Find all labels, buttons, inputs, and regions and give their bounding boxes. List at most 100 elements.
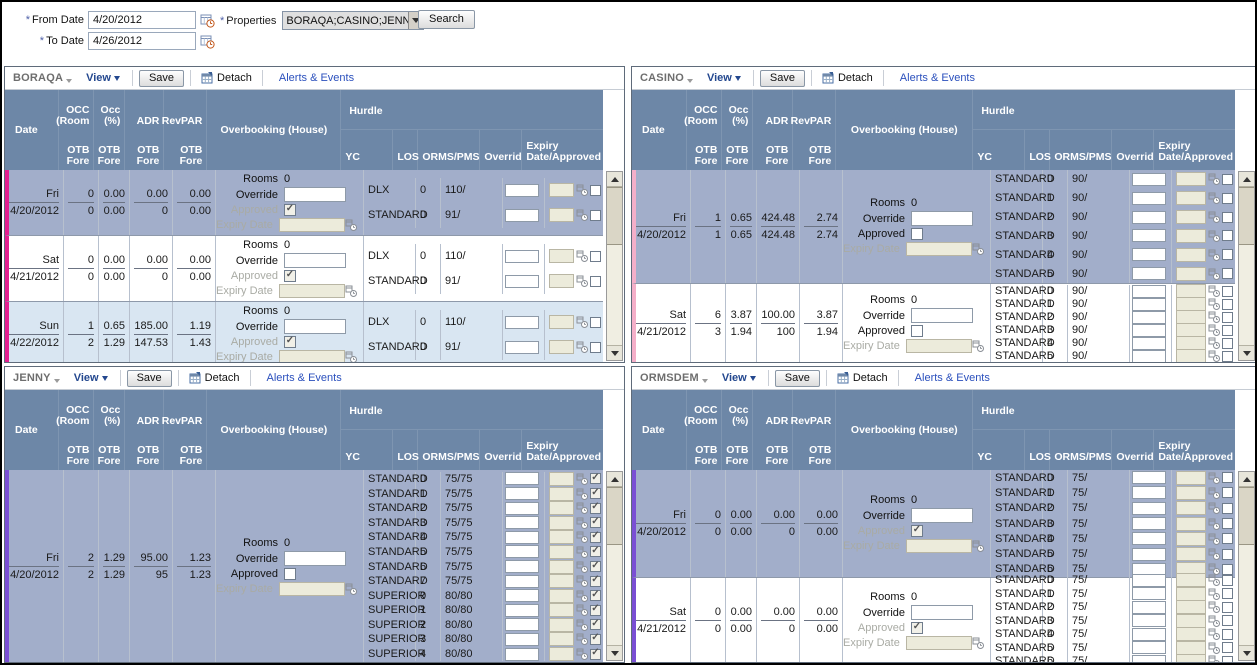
hurdle-approved-checkbox[interactable] [590, 590, 601, 602]
select-date-icon[interactable] [1208, 518, 1220, 530]
select-date-icon[interactable] [576, 341, 588, 353]
view-menu-button[interactable]: View [74, 372, 108, 384]
hurdle-override-input[interactable] [505, 530, 539, 544]
override-input[interactable] [284, 253, 346, 268]
hurdle-override-input[interactable] [1132, 587, 1166, 600]
override-input[interactable] [284, 319, 346, 334]
hurdle-override-input[interactable] [505, 632, 539, 646]
scroll-up-button[interactable] [607, 172, 622, 187]
column-header-hurdle[interactable]: Hurdle [973, 390, 1235, 430]
panel-title[interactable]: JENNY [13, 372, 51, 384]
hurdle-approved-checkbox[interactable] [1222, 285, 1233, 297]
panel-title[interactable]: ORMSDEM [640, 372, 699, 384]
hurdle-approved-checkbox[interactable] [1222, 311, 1233, 323]
select-date-icon[interactable] [1208, 628, 1220, 640]
detach-button[interactable]: Detach [197, 71, 256, 85]
hurdle-override-input[interactable] [1132, 297, 1166, 311]
hurdle-approved-checkbox[interactable] [590, 604, 601, 616]
hurdle-override-input[interactable] [1132, 501, 1166, 515]
select-date-icon[interactable] [1208, 472, 1220, 484]
hurdle-override-input[interactable] [1132, 191, 1166, 205]
hurdle-approved-checkbox[interactable] [1222, 533, 1233, 545]
hurdle-override-input[interactable] [505, 603, 539, 617]
hurdle-override-input[interactable] [1132, 517, 1166, 530]
select-date-icon[interactable] [576, 184, 588, 196]
column-header-occ-room[interactable]: OCC (Room OTB Fore [684, 390, 723, 470]
select-date-icon[interactable] [576, 275, 588, 287]
column-header-overbooking[interactable]: Overbooking (House) [207, 390, 342, 470]
column-header-override[interactable]: Overrid [480, 130, 523, 170]
column-header-occ-room[interactable]: OCC (Room OTB Fore [56, 390, 95, 470]
hurdle-approved-checkbox[interactable] [1222, 268, 1233, 280]
column-header-adr[interactable]: ADR OTB Fore [753, 90, 794, 170]
column-header-override[interactable]: Overrid [1112, 130, 1155, 170]
hurdle-approved-checkbox[interactable] [1222, 487, 1233, 499]
hurdle-override-input[interactable] [1132, 210, 1166, 224]
column-header-occ-pct[interactable]: Occ (%) OTB Fore [94, 390, 126, 470]
hurdle-approved-checkbox[interactable] [590, 531, 601, 543]
hurdle-override-input[interactable] [1132, 547, 1166, 561]
scroll-down-button[interactable] [1239, 645, 1254, 660]
panel-menu-chevron-icon[interactable] [701, 379, 708, 383]
override-input[interactable] [911, 508, 973, 523]
hurdle-approved-checkbox[interactable] [1222, 472, 1233, 484]
scroll-up-button[interactable] [607, 472, 622, 487]
panel-menu-chevron-icon[interactable] [686, 79, 693, 83]
hurdle-approved-checkbox[interactable] [590, 619, 601, 631]
select-date-icon[interactable] [576, 590, 588, 602]
select-date-icon[interactable] [1208, 192, 1220, 205]
hurdle-approved-checkbox[interactable] [590, 275, 601, 287]
scroll-down-button[interactable] [607, 645, 622, 660]
select-date-icon[interactable] [576, 473, 588, 485]
hurdle-override-input[interactable] [1132, 349, 1166, 362]
hurdle-override-input[interactable] [1132, 471, 1166, 485]
search-button[interactable]: Search [418, 10, 475, 29]
to-date-picker-icon[interactable] [200, 34, 215, 49]
alerts-events-link[interactable]: Alerts & Events [899, 72, 975, 84]
select-date-icon[interactable] [1208, 502, 1220, 515]
hurdle-override-input[interactable] [1132, 641, 1166, 654]
select-date-icon[interactable] [972, 243, 984, 255]
hurdle-approved-checkbox[interactable] [590, 473, 601, 485]
select-date-icon[interactable] [576, 633, 588, 646]
column-header-hurdle[interactable]: Hurdle [973, 90, 1235, 130]
save-button[interactable]: Save [126, 369, 172, 387]
hurdle-override-input[interactable] [505, 574, 539, 588]
from-date-picker-icon[interactable] [200, 13, 215, 28]
hurdle-approved-checkbox[interactable] [1222, 502, 1233, 514]
hurdle-override-input[interactable] [1132, 600, 1166, 614]
scrollbar-thumb[interactable] [1239, 187, 1254, 245]
hurdle-approved-checkbox[interactable] [1222, 563, 1233, 575]
hurdle-approved-checkbox[interactable] [590, 633, 601, 645]
hurdle-approved-checkbox[interactable] [1222, 173, 1233, 185]
select-date-icon[interactable] [576, 561, 588, 573]
hurdle-override-input[interactable] [1132, 532, 1166, 546]
select-date-icon[interactable] [972, 540, 984, 552]
hurdle-override-input[interactable] [505, 618, 539, 632]
select-date-icon[interactable] [1208, 337, 1220, 349]
hurdle-approved-checkbox[interactable] [590, 546, 601, 558]
override-input[interactable] [911, 308, 973, 323]
hurdle-override-input[interactable] [505, 249, 539, 263]
hurdle-override-input[interactable] [505, 501, 539, 515]
column-header-adr[interactable]: ADR OTB Fore [125, 90, 165, 170]
alerts-events-link[interactable]: Alerts & Events [278, 72, 355, 84]
column-header-los[interactable]: LOS [1025, 430, 1051, 470]
select-date-icon[interactable] [345, 351, 357, 363]
select-date-icon[interactable] [1208, 533, 1220, 545]
view-menu-button[interactable]: View [722, 372, 756, 384]
column-header-override[interactable]: Overrid [480, 430, 523, 470]
hurdle-approved-checkbox[interactable] [1222, 230, 1233, 242]
column-header-hurdle[interactable]: Hurdle [341, 390, 603, 430]
panel-title[interactable]: CASINO [640, 72, 684, 84]
hurdle-override-input[interactable] [505, 340, 539, 354]
column-header-occ-pct[interactable]: Occ (%) OTB Fore [722, 390, 754, 470]
hurdle-override-input[interactable] [505, 487, 539, 501]
hurdle-approved-checkbox[interactable] [1222, 337, 1233, 349]
properties-select[interactable]: BORAQA;CASINO;JENNY;ORMSD [282, 11, 425, 30]
